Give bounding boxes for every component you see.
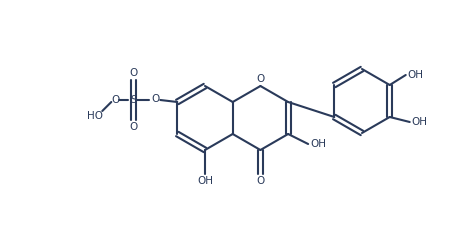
Text: S: S: [130, 95, 137, 105]
Text: OH: OH: [197, 176, 213, 186]
Text: O: O: [129, 68, 137, 78]
Text: O: O: [151, 94, 159, 104]
Text: O: O: [256, 176, 265, 186]
Text: OH: OH: [310, 139, 326, 149]
Text: OH: OH: [412, 117, 427, 127]
Text: O: O: [256, 74, 265, 84]
Text: O: O: [129, 122, 137, 132]
Text: HO: HO: [87, 111, 104, 121]
Text: OH: OH: [408, 70, 424, 80]
Text: O: O: [111, 95, 119, 105]
